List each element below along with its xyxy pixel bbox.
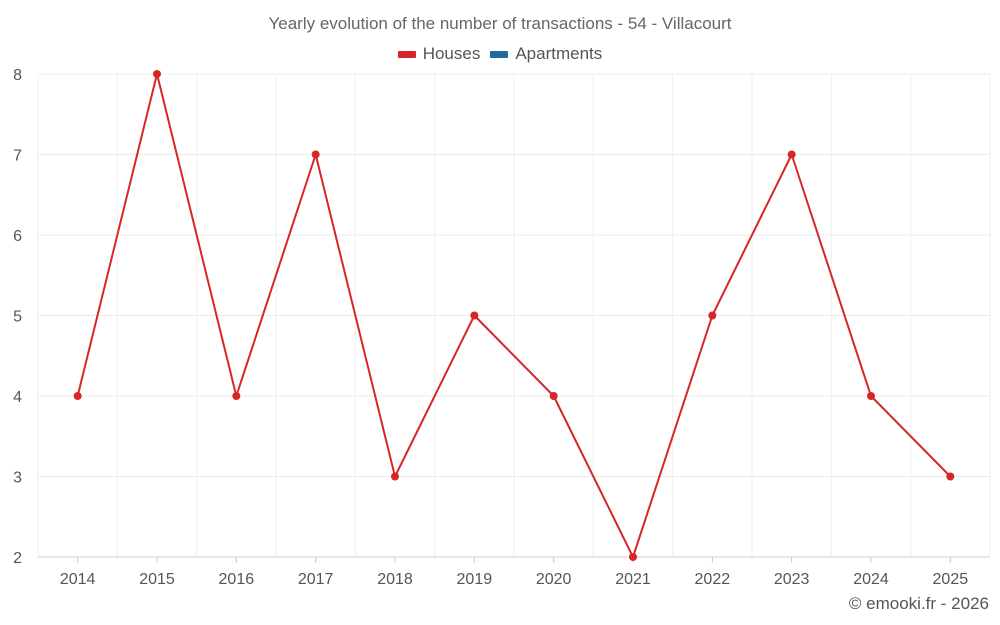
chart-legend: Houses Apartments: [0, 44, 1000, 64]
y-tick-label: 5: [13, 309, 22, 326]
y-tick-label: 7: [13, 148, 22, 165]
legend-label-apartments: Apartments: [515, 44, 603, 63]
legend-swatch-houses: [397, 50, 416, 58]
y-tick-label: 8: [13, 67, 22, 84]
y-tick-label: 6: [13, 228, 22, 245]
x-tick-label: 2021: [615, 571, 651, 588]
legend-item-houses[interactable]: Houses: [397, 44, 481, 64]
data-point-houses: [153, 70, 161, 78]
series-line-houses: [76, 73, 952, 558]
data-point-houses: [470, 311, 479, 320]
x-tick-label: 2017: [298, 571, 334, 588]
data-point-houses: [708, 311, 717, 320]
x-tick-label: 2025: [933, 571, 969, 588]
data-point-houses: [867, 392, 875, 400]
x-tick-label: 2024: [853, 571, 889, 588]
x-tick-label: 2016: [219, 571, 255, 588]
x-tick-label: 2022: [695, 571, 731, 588]
legend-label-houses: Houses: [422, 44, 481, 63]
data-point-houses: [629, 553, 637, 561]
data-point-houses: [232, 392, 241, 400]
y-tick-label: 4: [13, 389, 22, 406]
x-tick-label: 2023: [774, 571, 810, 588]
data-point-houses: [391, 472, 399, 481]
legend-item-apartments[interactable]: Apartments: [490, 44, 602, 64]
y-tick-label: 3: [13, 470, 22, 487]
x-tick-label: 2019: [457, 571, 493, 588]
data-point-houses: [311, 150, 320, 159]
x-tick-label: 2020: [536, 571, 572, 588]
x-tick-label: 2015: [139, 571, 175, 588]
chart-title: Yearly evolution of the number of transa…: [268, 14, 732, 33]
y-tick-label: 2: [13, 550, 22, 567]
legend-swatch-apartments: [490, 50, 509, 58]
data-point-houses: [549, 392, 558, 400]
data-point-houses: [946, 472, 955, 481]
footer-credit: © emooki.fr - 2026: [848, 594, 989, 613]
x-tick-label: 2018: [377, 571, 413, 588]
data-point-houses: [787, 150, 796, 159]
x-tick-label: 2014: [60, 571, 96, 588]
data-point-houses: [73, 392, 82, 400]
